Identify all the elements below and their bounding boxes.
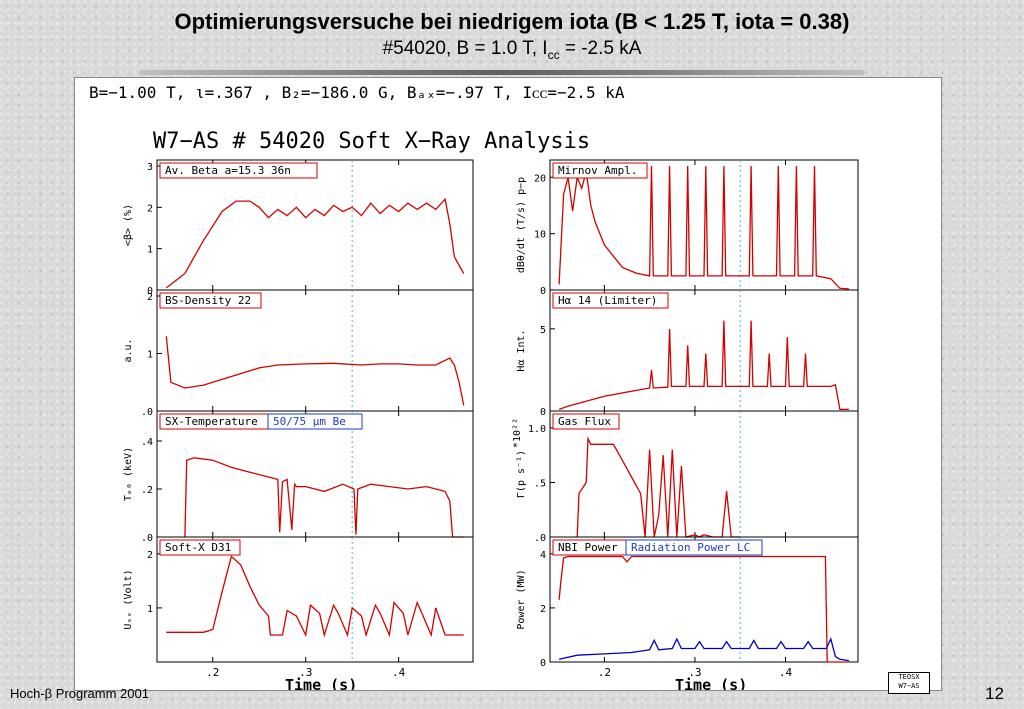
y-axis-label-right-3: Γ(p s⁻¹): [516, 450, 527, 498]
y-tick-label-right-2: 0: [540, 407, 546, 418]
panel-frame-left-1: [156, 159, 474, 291]
y-tick-label-left-3: .0: [141, 533, 153, 544]
panel-title-right-2: Hα 14 (Limiter): [558, 294, 657, 307]
y-tick-label-right-3: .0: [534, 533, 546, 544]
panel-title-right-4: NBI Power: [558, 541, 618, 554]
y-tick-label-right-1: 10: [534, 230, 546, 241]
x-tick-label-left-4: .2: [206, 666, 219, 679]
y-tick-label-left-3: .4: [141, 437, 153, 448]
panel-frame-right-4: [549, 536, 859, 663]
logo-line-1: TEOSX: [898, 673, 920, 681]
y-tick-label-left-4: 2: [147, 550, 153, 561]
slide-subtitle: #54020, B = 1.0 T, Icc = -2.5 kA: [0, 38, 1024, 62]
panel-title-box-right-3: [552, 413, 620, 430]
panel-title-right-3: Gas Flux: [558, 415, 611, 428]
y-axis-label-right-1: dBθ/dt (T/s) p−p: [516, 177, 527, 273]
y-axis-label-left-2: a.u.: [123, 338, 134, 362]
x-tick-label-left-4: .3: [299, 666, 312, 679]
panel-label2-box-right-4: [625, 539, 763, 556]
panel-title-box-left-4: [159, 539, 241, 556]
footer-text: Hoch-β Programm 2001: [10, 686, 149, 701]
panel-frame-left-3: [156, 410, 474, 538]
y-tick-label-right-3: 1.0: [528, 424, 546, 435]
panel-title-left-1: Av. Beta a=15.3 36n: [165, 164, 291, 177]
y-axis-label-right-2: Hα Int.: [516, 329, 527, 371]
series-line-right-4-1: [558, 637, 849, 662]
y-axis-label-left-1: <β> (%): [123, 204, 134, 246]
y-axis-label-left-4: Uₛₓ (Volt): [123, 569, 134, 629]
x-tick-label-right-4: .2: [598, 666, 611, 679]
y-tick-label-left-2: 1: [147, 350, 153, 361]
panel-label2-box-left-3: [267, 413, 363, 430]
logo-line-2: W7−AS: [898, 682, 920, 690]
y-tick-label-right-1: 20: [534, 173, 546, 184]
series-line-left-2-0: [165, 336, 465, 406]
panel-title-left-4: Soft-X D31: [165, 541, 231, 554]
y-tick-label-right-3: .5: [534, 478, 546, 489]
subtitle-main: #54020, B = 1.0 T, I: [382, 38, 548, 59]
panel-title-box-right-1: [552, 162, 648, 179]
panel-label2-right-4: Radiation Power LC: [631, 541, 750, 554]
figure-title: W7−AS # 54020 Soft X−Ray Analysis: [153, 129, 590, 154]
panel-frame-right-3: [549, 410, 859, 538]
panel-title-right-1: Mirnov Ampl.: [558, 164, 637, 177]
y-axis-label-right-4: Power (MW): [516, 569, 527, 629]
y-tick-label-left-1: 3: [147, 162, 153, 173]
series-line-left-3-0: [184, 457, 464, 538]
slide-title: Optimierungsversuche bei niedrigem iota …: [174, 9, 850, 34]
panel-title-box-left-2: [159, 292, 262, 309]
series-line-left-1-0: [165, 197, 465, 289]
panel-frame-left-4: [156, 536, 474, 663]
subtitle-sub: cc: [547, 47, 560, 62]
series-line-right-3-0: [576, 436, 741, 538]
title-rule: [140, 70, 864, 75]
y-tick-label-left-3: .2: [141, 485, 153, 496]
y-tick-label-left-2: 2: [147, 292, 153, 303]
y-tick-label-right-4: 4: [540, 550, 546, 561]
teosx-logo: TEOSX W7−AS: [888, 672, 930, 694]
figure-panel: B=−1.00 T, ι=.367 , B₂=−186.0 G, Bₐₓ=−.9…: [74, 77, 942, 691]
x-tick-label-right-4: .4: [779, 666, 793, 679]
y-tick-label-left-4: 1: [147, 604, 153, 615]
panel-title-left-3: SX-Temperature: [165, 415, 258, 428]
panel-title-left-2: BS-Density 22: [165, 294, 251, 307]
y-tick-label-left-1: 1: [147, 245, 153, 256]
figure-svg: B=−1.00 T, ι=.367 , B₂=−186.0 G, Bₐₓ=−.9…: [89, 83, 859, 690]
chart-panels: 0 1 2 3 Av. Beta a=15.3 36n <β> (%) .0 1 2 BS-Den…: [123, 159, 859, 679]
subtitle-tail: = -2.5 kA: [559, 38, 642, 59]
panel-title-box-right-2: [552, 292, 669, 309]
y-tick-label-right-2: 5: [540, 325, 546, 336]
figure-header-line: B=−1.00 T, ι=.367 , B₂=−186.0 G, Bₐₓ=−.9…: [89, 83, 625, 102]
series-line-right-1-0: [558, 165, 849, 290]
panel-label2-left-3: 50/75 μm Be: [273, 415, 346, 428]
y-axis-label-left-3: Tₑ₀ (keV): [123, 447, 134, 501]
y-scale-label-right-3: *10²²: [512, 418, 523, 448]
x-axis-label-right: Time (s): [675, 676, 747, 690]
page-number: 12: [985, 684, 1004, 703]
series-line-right-4-0: [558, 555, 849, 663]
series-line-right-2-0: [558, 320, 849, 411]
y-tick-label-left-2: .0: [141, 407, 153, 418]
x-tick-label-left-4: .4: [392, 666, 406, 679]
y-tick-label-right-1: 0: [540, 286, 546, 297]
panel-title-box-left-1: [159, 162, 318, 179]
y-tick-label-right-4: 0: [540, 658, 546, 669]
y-tick-label-left-1: 2: [147, 203, 153, 214]
y-tick-label-right-4: 2: [540, 604, 546, 615]
x-axis-label-left: Time (s): [285, 676, 357, 690]
y-tick-label-left-1: 0: [147, 286, 153, 297]
series-line-left-4-0: [166, 555, 464, 638]
x-tick-label-right-4: .3: [688, 666, 701, 679]
